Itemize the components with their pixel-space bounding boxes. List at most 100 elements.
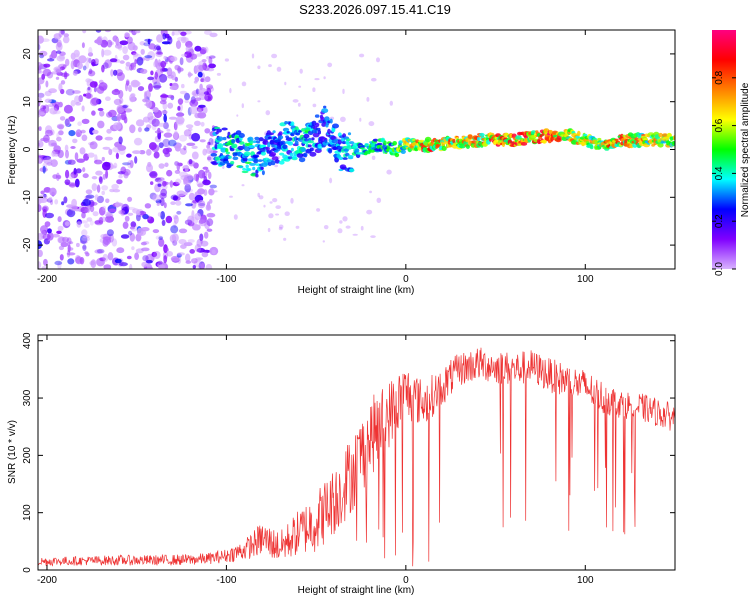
spectrogram-trace-cell (589, 144, 594, 150)
spectrogram-noise-blob (57, 261, 62, 269)
spectrogram-sparse-blob (360, 225, 364, 231)
spectrogram-noise-blob (53, 66, 63, 72)
spectrogram-noise-blob (65, 88, 75, 96)
spectrogram-sparse-blob (278, 224, 284, 229)
spectrogram-trace-cell (260, 166, 264, 170)
spectrogram-trace-cell (311, 137, 315, 141)
spectrogram-noise-blob (101, 64, 105, 73)
spectrogram-noise-blob (131, 62, 137, 71)
spectrogram-trace-cell (252, 154, 260, 158)
spectrogram-trace-cell (270, 152, 277, 157)
spectrogram-noise-blob (124, 32, 130, 38)
spectrogram-noise-blob (81, 134, 88, 142)
spectrogram-trace-cell (217, 136, 224, 141)
spectrogram-sparse-blob (366, 209, 373, 215)
spectrogram-noise-blob (173, 215, 179, 224)
spectrogram-noise-blob (85, 92, 92, 99)
spectrogram-noise-blob (56, 132, 60, 140)
spectrogram-noise-blob (49, 107, 58, 115)
spectrogram-noise-blob (41, 73, 46, 80)
spectrogram-trace-cell (301, 128, 306, 132)
spectrogram-noise-blob (115, 152, 119, 159)
spectrogram-trace-cell (643, 138, 649, 141)
spectrogram-sparse-blob (369, 190, 372, 194)
spectrogram-noise-blob (168, 116, 178, 120)
spectrogram-noise-blob (185, 203, 193, 207)
spectrogram-noise-blob (87, 87, 91, 91)
spectrogram-noise-blob (100, 39, 108, 48)
spectrogram-noise-blob (211, 249, 216, 255)
spectrogram-noise-blob (101, 190, 105, 196)
spectrogram-noise-blob (204, 220, 211, 230)
spectrogram-noise-blob (126, 36, 133, 44)
spectrogram-noise-blob (174, 169, 181, 174)
spectrogram-noise-blob (210, 138, 217, 146)
spectrogram-noise-blob (126, 153, 132, 158)
spectrogram-trace-cell (242, 167, 246, 171)
spectrogram-noise-blob (186, 142, 196, 146)
spectrogram-noise-blob (148, 172, 157, 177)
spectrogram-noise-blob (166, 169, 173, 177)
spectrogram-noise-blob (192, 224, 201, 231)
spectrogram-noise-blob (158, 236, 163, 240)
spectrogram-noise-blob (154, 71, 159, 80)
spectrogram-noise-blob (87, 52, 94, 57)
spectrogram-noise-blob (162, 180, 167, 187)
spectrogram-noise-blob (142, 255, 149, 262)
spectrogram-noise-blob (75, 129, 82, 138)
spectrogram-trace-cell (296, 153, 304, 158)
spectrogram-noise-blob (176, 252, 185, 256)
spectrogram-trace-cell (253, 140, 257, 144)
spectrogram-sparse-blob (312, 103, 317, 108)
spectrogram-noise-blob (177, 106, 181, 111)
spectrogram-noise-blob (112, 122, 122, 131)
spectrogram-noise-blob (195, 53, 203, 57)
spectrogram-sparse-blob (233, 214, 238, 220)
spectrogram-noise-blob (184, 164, 189, 172)
spectrogram-noise-blob (202, 78, 208, 83)
spectrogram-noise-blob (161, 41, 171, 45)
spectrogram-trace-cell (347, 132, 352, 136)
spectrogram-noise-blob (38, 233, 45, 240)
spectrogram-noise-blob (122, 221, 129, 229)
spectrogram-noise-blob (99, 176, 103, 184)
spectrogram-noise-blob (169, 180, 173, 188)
spectrogram-trace-cell (303, 152, 308, 158)
spectrogram-noise-blob (198, 104, 206, 108)
spectrogram-noise-blob (208, 55, 216, 59)
spectrogram-noise-blob (163, 55, 167, 60)
spectrogram-noise-blob (38, 142, 41, 147)
spectrogram-noise-blob (83, 223, 90, 229)
spectrogram-noise-blob (179, 90, 187, 95)
spectrogram-noise-blob (171, 31, 175, 36)
spectrogram-noise-blob (206, 212, 216, 218)
spectrogram-noise-blob (38, 35, 44, 44)
spectrogram-noise-blob (142, 213, 149, 220)
spectrogram-noise-blob (202, 166, 209, 170)
spectrogram-noise-blob (150, 70, 154, 76)
spectrogram-noise-blob (68, 116, 75, 122)
spectrogram-noise-blob (91, 110, 96, 116)
spectrogram-noise-blob (146, 163, 153, 173)
spectrogram-noise-blob (50, 200, 53, 206)
spectrogram-noise-blob (138, 211, 147, 216)
spectrogram-trace-cell (248, 145, 255, 149)
spectrogram-trace-cell (290, 121, 295, 126)
spectrogram-noise-blob (149, 142, 157, 151)
spectrogram-noise-blob (192, 265, 196, 269)
spectrogram-trace-cell (285, 137, 293, 142)
spectrogram-noise-blob (194, 212, 201, 221)
spectrogram-noise-blob (70, 100, 76, 107)
spectrogram-trace-cell (657, 142, 664, 148)
spectrogram-trace-cell (247, 136, 254, 142)
spectrogram-sparse-blob (284, 81, 287, 86)
spectrogram-noise-blob (79, 240, 88, 244)
spectrogram-noise-blob (42, 233, 51, 240)
spectrogram-noise-blob (180, 31, 187, 36)
spectrogram-trace-cell (332, 123, 339, 129)
spectrogram-noise-blob (197, 258, 201, 262)
snr-frame (37, 334, 676, 571)
spectrogram-noise-blob (168, 139, 177, 147)
spectrogram-noise-blob (78, 55, 87, 64)
spectrogram-sparse-blob (278, 226, 283, 231)
